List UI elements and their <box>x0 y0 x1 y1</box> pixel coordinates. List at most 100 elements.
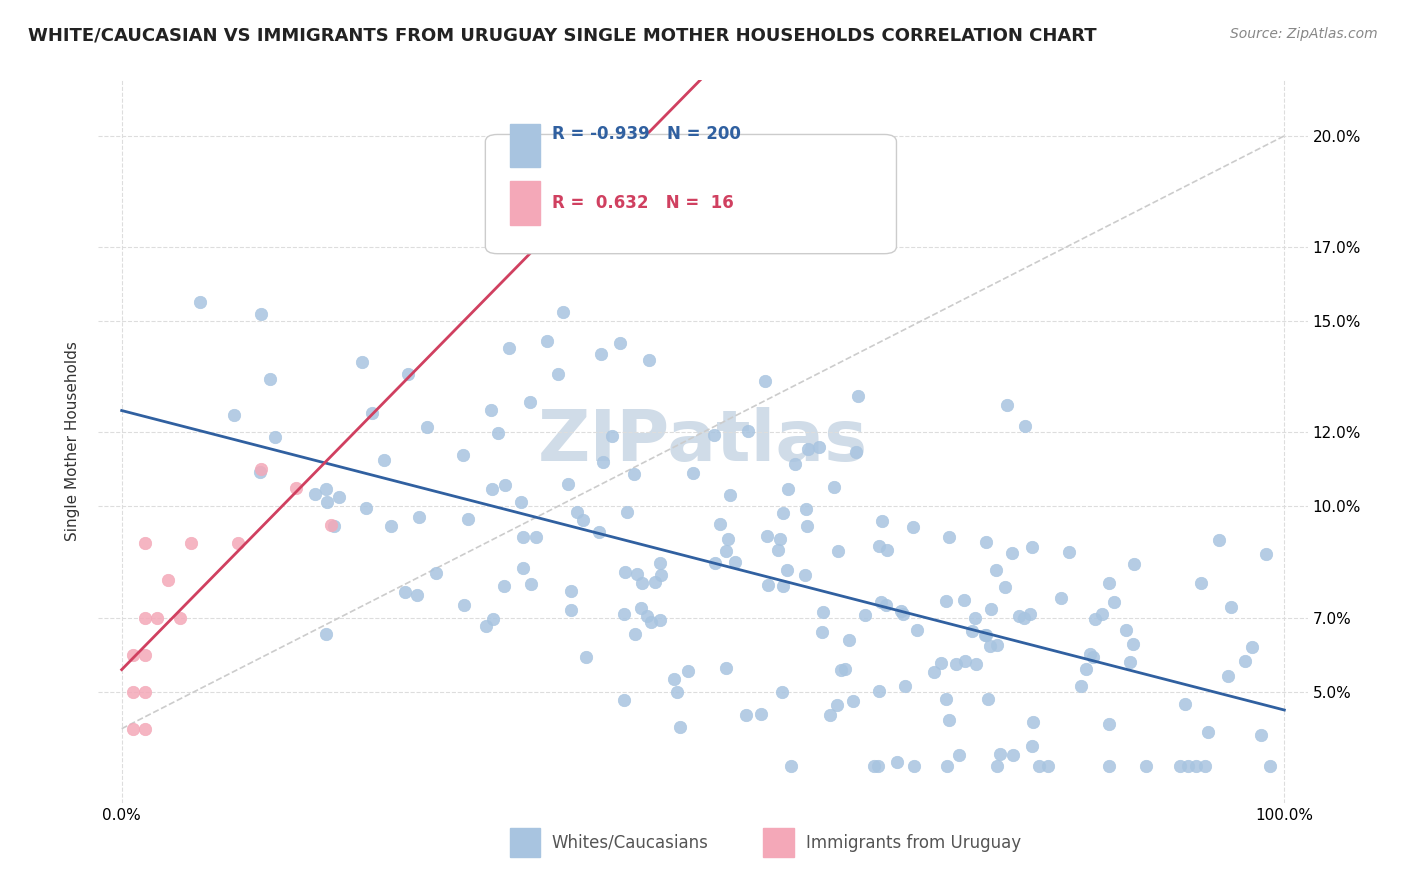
Point <box>250 307 273 321</box>
Point <box>796 518 818 533</box>
Point <box>960 624 983 639</box>
Point <box>979 602 1001 616</box>
Point <box>853 608 876 623</box>
Point <box>818 707 841 722</box>
Text: WHITE/CAUCASIAN VS IMMIGRANTS FROM URUGUAY SINGLE MOTHER HOUSEHOLDS CORRELATION : WHITE/CAUCASIAN VS IMMIGRANTS FROM URUGU… <box>28 27 1097 45</box>
Point <box>479 403 502 417</box>
Point <box>823 480 845 494</box>
Point <box>1220 599 1243 614</box>
Point <box>316 495 339 509</box>
Point <box>775 562 797 576</box>
Point <box>1208 533 1230 547</box>
Point <box>574 649 596 664</box>
Point <box>613 607 636 621</box>
Point <box>1254 547 1277 561</box>
Point <box>901 520 924 534</box>
Point <box>319 517 342 532</box>
Point <box>796 501 818 516</box>
Point <box>1028 758 1050 772</box>
Point <box>512 561 534 575</box>
Point <box>834 662 856 676</box>
Point <box>406 588 429 602</box>
Point <box>1194 758 1216 772</box>
Point <box>1001 546 1024 560</box>
Point <box>1050 591 1073 606</box>
Point <box>749 706 772 721</box>
Point <box>986 638 1008 652</box>
Point <box>827 544 849 558</box>
Point <box>1184 758 1206 772</box>
Point <box>1057 545 1080 559</box>
Point <box>630 601 652 615</box>
Point <box>1250 728 1272 742</box>
Point <box>735 708 758 723</box>
Point <box>285 481 308 495</box>
Point <box>714 543 737 558</box>
Point <box>614 565 637 579</box>
Point <box>938 713 960 727</box>
Point <box>1019 607 1042 621</box>
Point <box>974 534 997 549</box>
Point <box>709 517 731 532</box>
Point <box>536 334 558 348</box>
Point <box>965 657 987 671</box>
Point <box>876 543 898 558</box>
Point <box>475 618 498 632</box>
Point <box>482 612 505 626</box>
Point <box>457 512 479 526</box>
Point <box>756 578 779 592</box>
Point <box>560 602 582 616</box>
Point <box>1036 758 1059 772</box>
Point <box>875 599 897 613</box>
Point <box>1021 739 1043 754</box>
Point <box>602 429 624 443</box>
Point <box>868 758 890 772</box>
Point <box>560 584 582 599</box>
Point <box>551 304 574 318</box>
Point <box>886 755 908 769</box>
Point <box>492 579 515 593</box>
Point <box>122 648 145 662</box>
Point <box>1012 611 1035 625</box>
Point <box>779 758 801 772</box>
Point <box>953 592 976 607</box>
Point <box>169 610 191 624</box>
Point <box>808 440 831 454</box>
Point <box>783 457 806 471</box>
Point <box>793 567 815 582</box>
Point <box>361 406 384 420</box>
Point <box>396 368 419 382</box>
Point <box>976 692 998 706</box>
Point <box>682 467 704 481</box>
Point <box>624 626 647 640</box>
Point <box>842 694 865 708</box>
Point <box>588 525 610 540</box>
Point <box>520 577 543 591</box>
Point <box>134 684 156 698</box>
Point <box>768 543 790 558</box>
Point <box>1022 714 1045 729</box>
Point <box>1170 758 1192 772</box>
Point <box>565 505 588 519</box>
Point <box>264 430 287 444</box>
Point <box>1001 748 1024 763</box>
Point <box>304 487 326 501</box>
Point <box>512 530 534 544</box>
Point <box>894 679 917 693</box>
Point <box>935 692 957 706</box>
Point <box>830 663 852 677</box>
Point <box>676 665 699 679</box>
Point <box>953 654 976 668</box>
Point <box>905 623 928 637</box>
Point <box>769 532 792 546</box>
Text: Whites/Caucasians: Whites/Caucasians <box>551 833 709 852</box>
Point <box>122 684 145 698</box>
Point <box>825 698 848 713</box>
Point <box>157 574 180 588</box>
Point <box>134 648 156 662</box>
Point <box>1078 647 1101 661</box>
Point <box>811 605 834 619</box>
Point <box>250 462 273 476</box>
Point <box>868 683 890 698</box>
Point <box>354 501 377 516</box>
